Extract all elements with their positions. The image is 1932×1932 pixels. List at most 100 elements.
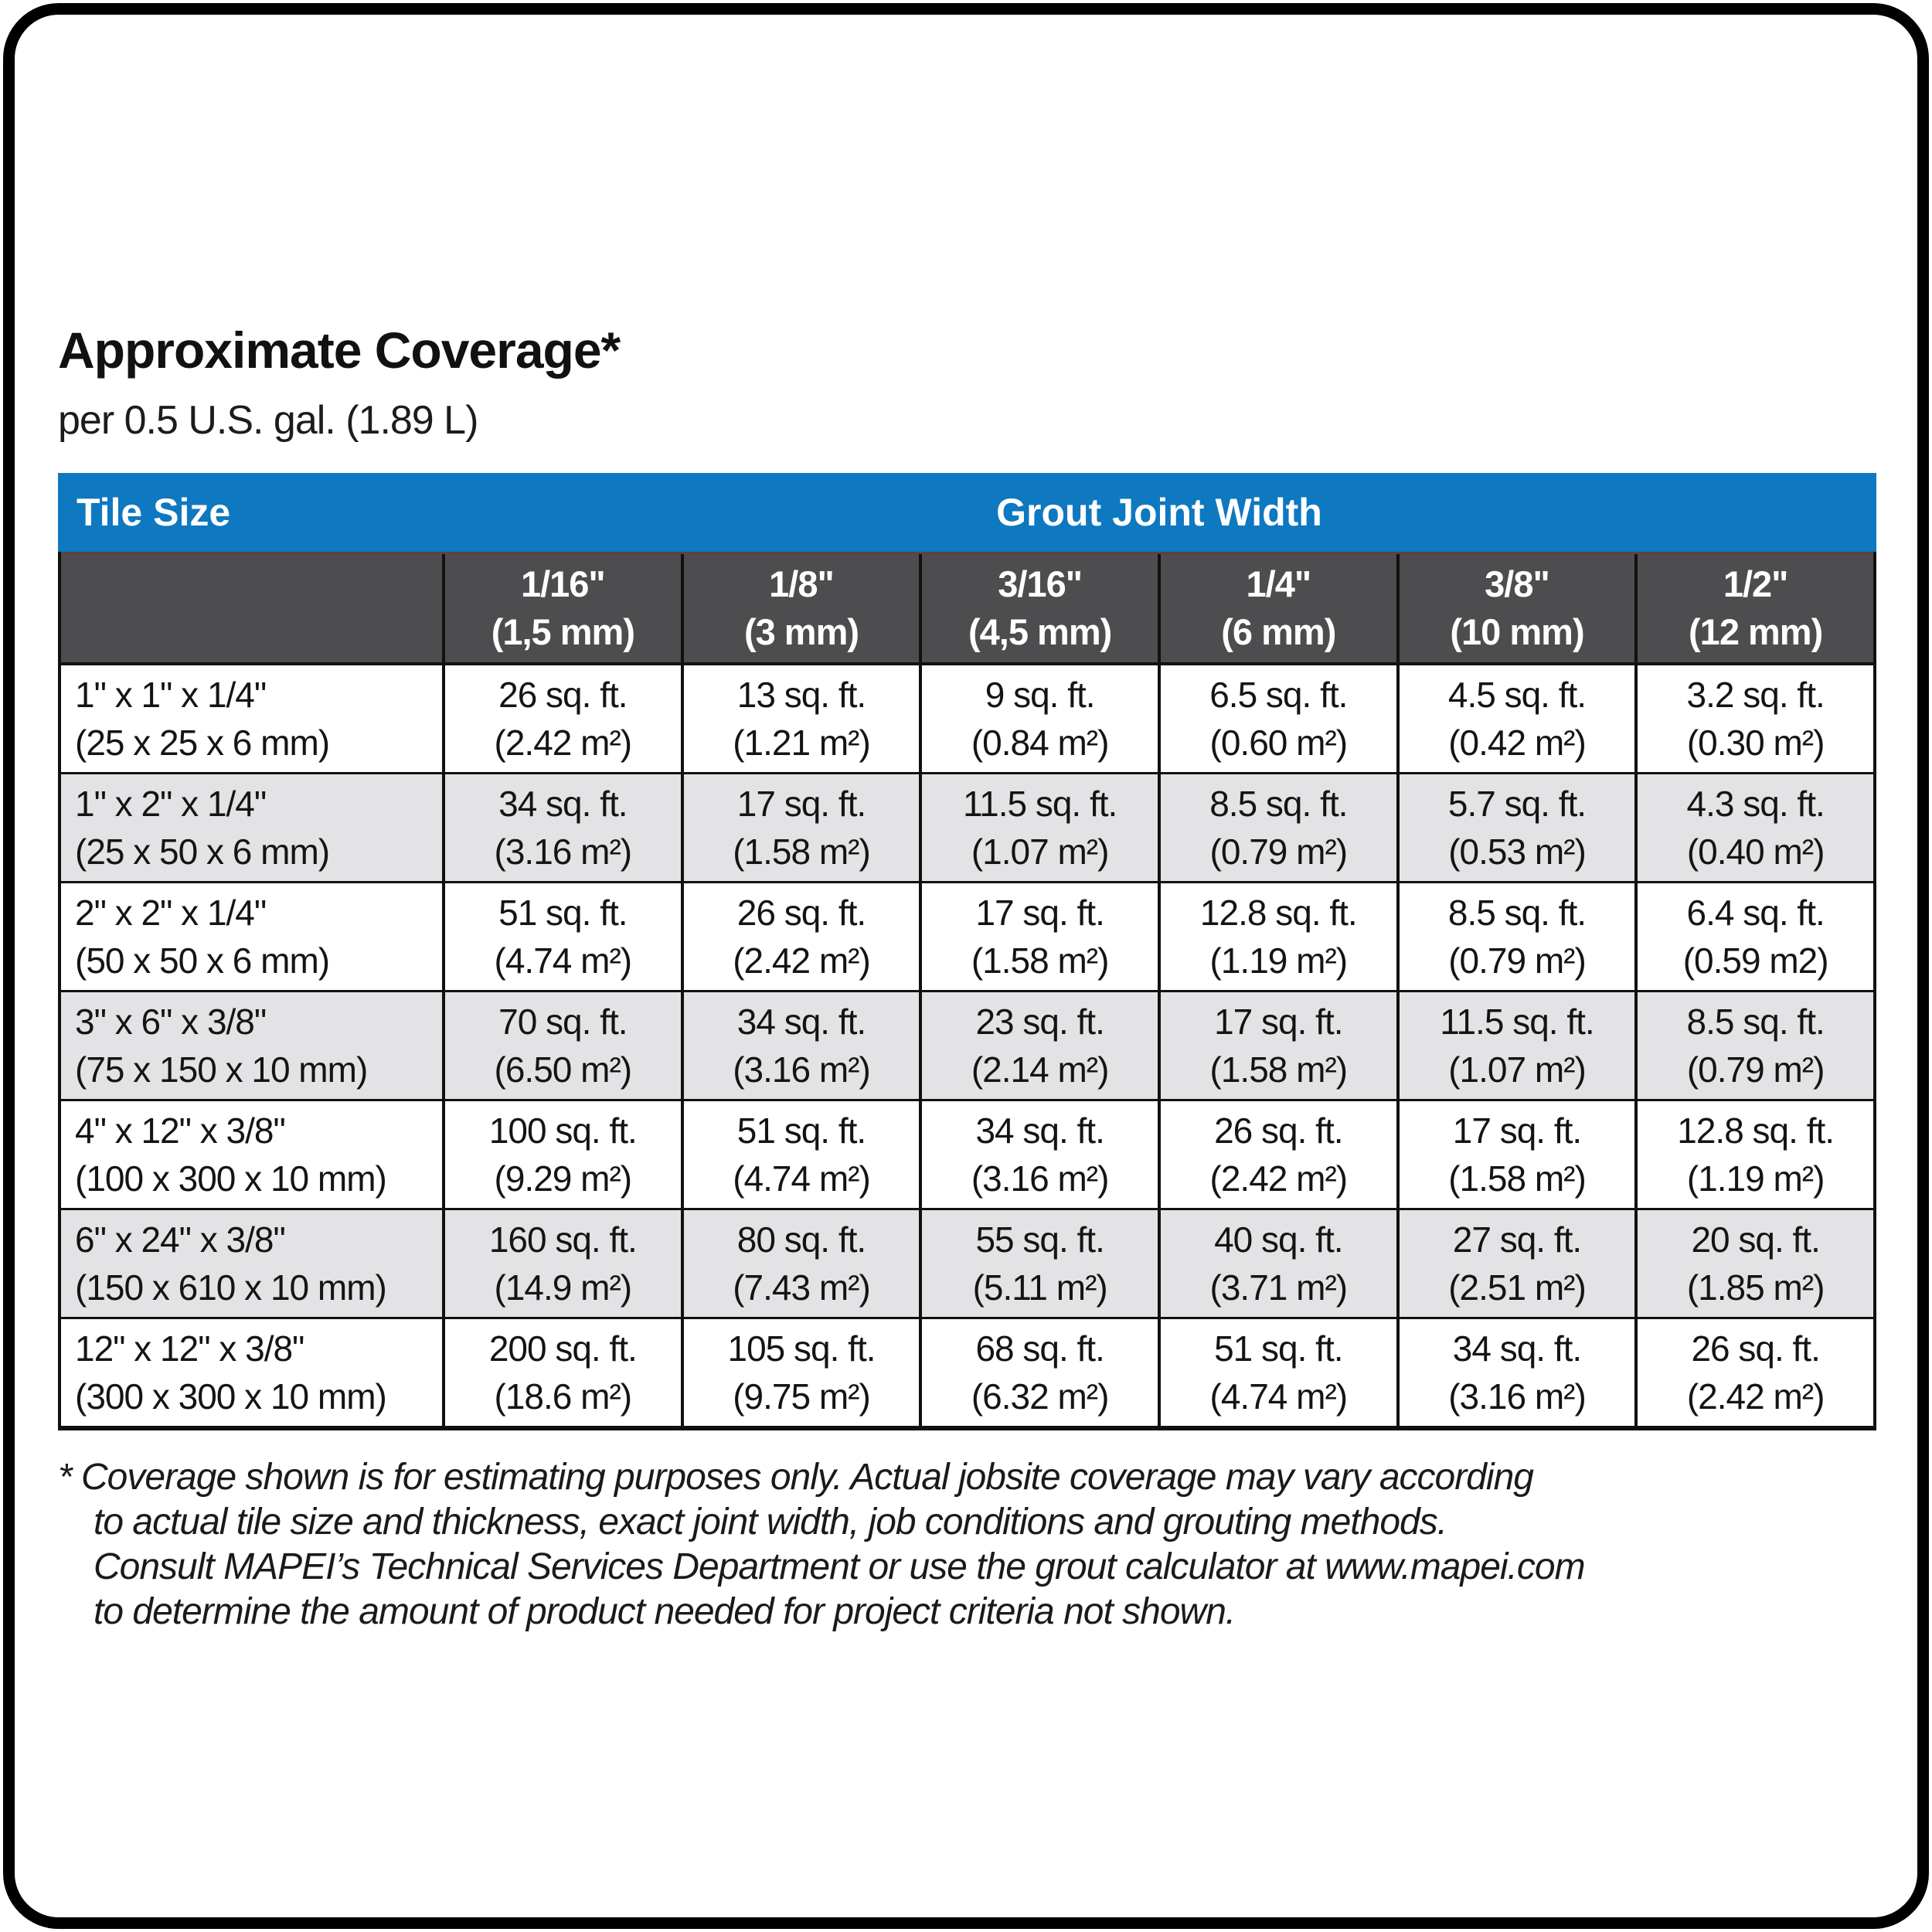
cell-line: 4.3 sq. ft.	[1686, 784, 1825, 824]
cell-line: 17 sq. ft.	[975, 893, 1104, 933]
tile-size-cell: 1" x 1" x 1/4" (25 x 25 x 6 mm)	[61, 665, 442, 772]
table-grid: 1/16" (1,5 mm) 1/8" (3 mm) 3/16" (4,5 mm…	[58, 552, 1876, 1430]
cell-line: 11.5 sq. ft.	[1440, 1002, 1594, 1042]
cell-line: 1" x 1" x 1/4"	[75, 675, 267, 715]
cell-line: 40 sq. ft.	[1214, 1219, 1343, 1260]
cell-line: 4" x 12" x 3/8"	[75, 1111, 286, 1151]
cell-line: (9.75 m²)	[733, 1376, 871, 1417]
cell-line: (25 x 50 x 6 mm)	[75, 832, 330, 872]
footnote-line: to determine the amount of product neede…	[94, 1591, 1236, 1632]
cell-line: 34 sq. ft.	[975, 1111, 1104, 1151]
cell-line: 27 sq. ft.	[1452, 1219, 1582, 1260]
cell-line: 51 sq. ft.	[498, 893, 628, 933]
coverage-cell: 5.7 sq. ft. (0.53 m²)	[1396, 774, 1635, 881]
coverage-cell: 34 sq. ft. (3.16 m²)	[680, 992, 920, 1099]
coverage-cell: 80 sq. ft. (7.43 m²)	[680, 1210, 920, 1317]
coverage-cell: 11.5 sq. ft. (1.07 m²)	[1396, 992, 1635, 1099]
cell-line: (18.6 m²)	[494, 1376, 633, 1417]
cell-line: 8.5 sq. ft.	[1209, 784, 1348, 824]
coverage-cell: 105 sq. ft. (9.75 m²)	[680, 1319, 920, 1426]
coverage-cell: 6.4 sq. ft. (0.59 m2)	[1634, 883, 1873, 990]
table-header-band: Tile Size Grout Joint Width	[58, 473, 1876, 552]
coverage-cell: 20 sq. ft. (1.85 m²)	[1634, 1210, 1873, 1317]
cell-line: 9 sq. ft.	[985, 675, 1096, 715]
joint-width-metric: (4,5 mm)	[968, 611, 1112, 652]
table-row: 2" x 2" x 1/4" (50 x 50 x 6 mm) 51 sq. ft.…	[61, 881, 1873, 990]
joint-width-size: 1/4"	[1246, 563, 1312, 604]
cell-line: (9.29 m²)	[494, 1158, 633, 1199]
cell-line: 34 sq. ft.	[498, 784, 628, 824]
cell-line: (2.42 m²)	[1209, 1158, 1349, 1199]
coverage-cell: 23 sq. ft. (2.14 m²)	[919, 992, 1158, 1099]
cell-line: (4.74 m²)	[1209, 1376, 1349, 1417]
cell-line: 6.4 sq. ft.	[1686, 893, 1825, 933]
coverage-cell: 26 sq. ft. (2.42 m²)	[1634, 1319, 1873, 1426]
cell-line: (0.79 m²)	[1209, 832, 1349, 872]
cell-line: (2.42 m²)	[1686, 1376, 1825, 1417]
cell-line: 80 sq. ft.	[736, 1219, 866, 1260]
page-title: Approximate Coverage*	[58, 321, 621, 379]
coverage-cell: 26 sq. ft. (2.42 m²)	[680, 883, 920, 990]
cell-line: 55 sq. ft.	[975, 1219, 1104, 1260]
cell-line: (2.42 m²)	[494, 723, 633, 763]
coverage-cell: 8.5 sq. ft. (0.79 m²)	[1157, 774, 1396, 881]
cell-line: 26 sq. ft.	[498, 675, 628, 715]
cell-line: 11.5 sq. ft.	[962, 784, 1117, 824]
coverage-cell: 12.8 sq. ft. (1.19 m²)	[1634, 1101, 1873, 1208]
cell-line: (6.32 m²)	[971, 1376, 1110, 1417]
cell-line: 160 sq. ft.	[488, 1219, 638, 1260]
coverage-cell: 51 sq. ft. (4.74 m²)	[442, 883, 681, 990]
cell-line: (0.79 m²)	[1448, 940, 1587, 981]
coverage-cell: 51 sq. ft. (4.74 m²)	[680, 1101, 920, 1208]
cell-line: (7.43 m²)	[733, 1267, 871, 1308]
cell-line: (14.9 m²)	[494, 1267, 633, 1308]
cell-line: (75 x 150 x 10 mm)	[75, 1049, 368, 1090]
cell-line: (0.42 m²)	[1448, 723, 1587, 763]
coverage-cell: 100 sq. ft. (9.29 m²)	[442, 1101, 681, 1208]
cell-line: 23 sq. ft.	[975, 1002, 1104, 1042]
cell-line: 12" x 12" x 3/8"	[75, 1328, 304, 1369]
cell-line: 2" x 2" x 1/4"	[75, 893, 267, 933]
coverage-cell: 3.2 sq. ft. (0.30 m²)	[1634, 665, 1873, 772]
tile-size-cell: 6" x 24" x 3/8" (150 x 610 x 10 mm)	[61, 1210, 442, 1317]
tile-size-cell: 1" x 2" x 1/4" (25 x 50 x 6 mm)	[61, 774, 442, 881]
cell-line: (1.58 m²)	[733, 832, 871, 872]
coverage-cell: 8.5 sq. ft. (0.79 m²)	[1634, 992, 1873, 1099]
coverage-cell: 34 sq. ft. (3.16 m²)	[442, 774, 681, 881]
cell-line: 51 sq. ft.	[1214, 1328, 1343, 1369]
coverage-table: Tile Size Grout Joint Width 1/16" (1,5 m…	[58, 473, 1876, 1430]
coverage-cell: 12.8 sq. ft. (1.19 m²)	[1157, 883, 1396, 990]
cell-line: 5.7 sq. ft.	[1447, 784, 1587, 824]
cell-line: (100 x 300 x 10 mm)	[75, 1158, 387, 1199]
coverage-cell: 17 sq. ft. (1.58 m²)	[919, 883, 1158, 990]
joint-width-metric: (3 mm)	[743, 611, 859, 652]
coverage-cell: 26 sq. ft. (2.42 m²)	[1157, 1101, 1396, 1208]
cell-line: 105 sq. ft.	[727, 1328, 876, 1369]
coverage-cell: 70 sq. ft. (6.50 m²)	[442, 992, 681, 1099]
empty-subheader-cell	[61, 554, 442, 662]
footnote-line: to actual tile size and thickness, exact…	[94, 1502, 1447, 1543]
joint-width-size: 1/2"	[1723, 563, 1789, 604]
cell-line: 17 sq. ft.	[736, 784, 866, 824]
cell-line: (3.16 m²)	[1448, 1376, 1587, 1417]
coverage-cell: 13 sq. ft. (1.21 m²)	[680, 665, 920, 772]
cell-line: 13 sq. ft.	[736, 675, 866, 715]
coverage-cell: 34 sq. ft. (3.16 m²)	[919, 1101, 1158, 1208]
coverage-cell: 8.5 sq. ft. (0.79 m²)	[1396, 883, 1635, 990]
cell-line: (1.85 m²)	[1686, 1267, 1825, 1308]
footnote-line: * Coverage shown is for estimating purpo…	[58, 1457, 1534, 1498]
cell-line: 3.2 sq. ft.	[1686, 675, 1825, 715]
coverage-cell: 160 sq. ft. (14.9 m²)	[442, 1210, 681, 1317]
table-row: 6" x 24" x 3/8" (150 x 610 x 10 mm) 160 sq…	[61, 1208, 1873, 1317]
coverage-cell: 55 sq. ft. (5.11 m²)	[919, 1210, 1158, 1317]
cell-line: (5.11 m²)	[972, 1267, 1108, 1308]
coverage-cell: 4.3 sq. ft. (0.40 m²)	[1634, 774, 1873, 881]
coverage-cell: 4.5 sq. ft. (0.42 m²)	[1396, 665, 1635, 772]
cell-line: (3.16 m²)	[494, 832, 633, 872]
table-body: 1" x 1" x 1/4" (25 x 25 x 6 mm) 26 sq. ft.…	[61, 665, 1873, 1426]
coverage-cell: 200 sq. ft. (18.6 m²)	[442, 1319, 681, 1426]
coverage-cell: 11.5 sq. ft. (1.07 m²)	[919, 774, 1158, 881]
joint-width-subheader-row: 1/16" (1,5 mm) 1/8" (3 mm) 3/16" (4,5 mm…	[61, 552, 1873, 665]
tile-size-cell: 3" x 6" x 3/8" (75 x 150 x 10 mm)	[61, 992, 442, 1099]
joint-width-column-header: 1/8" (3 mm)	[680, 554, 920, 662]
